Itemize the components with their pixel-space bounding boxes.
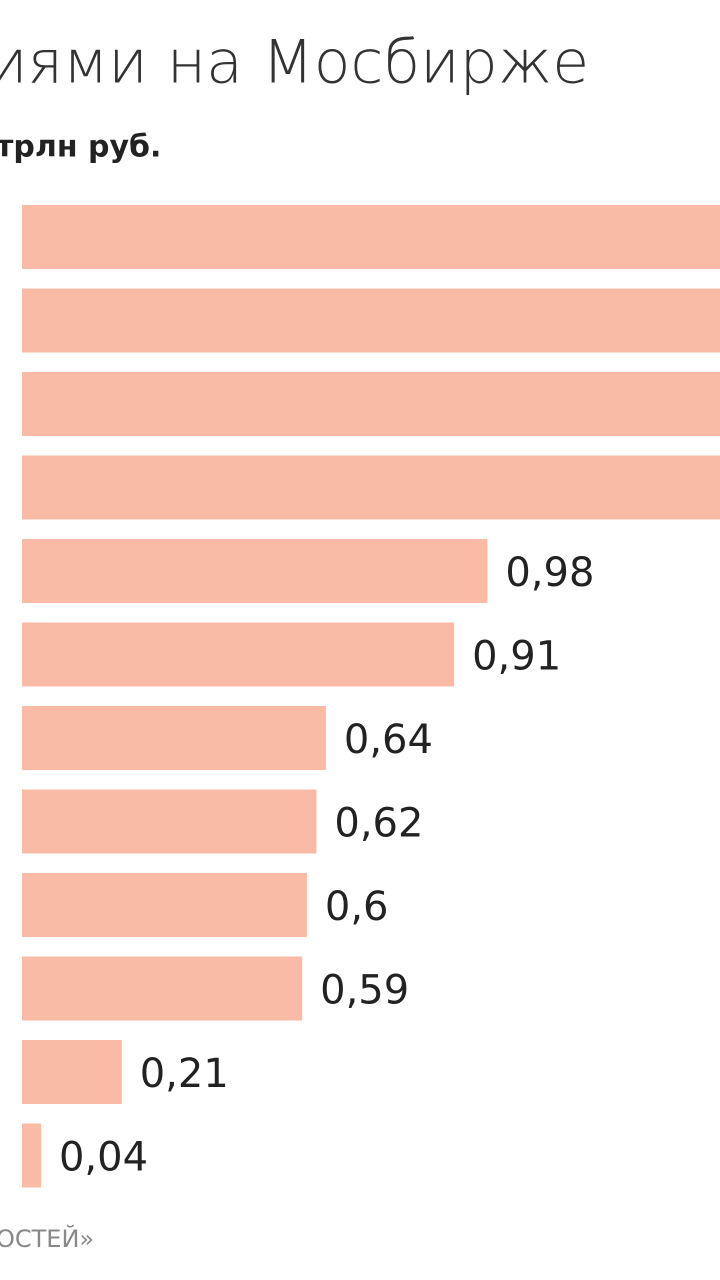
- bar: [22, 372, 720, 436]
- bar: [22, 789, 317, 854]
- value-label: 0,21: [140, 1051, 229, 1097]
- value-label: 0,6: [325, 884, 389, 930]
- value-label: 0,64: [344, 717, 433, 763]
- chart-title: иями на Мосбирже: [0, 28, 589, 98]
- bar: [22, 706, 326, 770]
- bar: [22, 873, 307, 937]
- value-label: 0,59: [320, 968, 409, 1014]
- bar: [22, 1040, 122, 1104]
- value-label: 0,62: [334, 801, 423, 847]
- value-label: 0,98: [505, 550, 594, 596]
- bar: [22, 539, 488, 603]
- chart-subtitle: трлн руб.: [0, 130, 161, 165]
- source: ОСТЕЙ»: [0, 1224, 94, 1253]
- bar: [22, 622, 455, 687]
- value-label: 0,91: [472, 634, 561, 680]
- value-label: 0,04: [59, 1135, 148, 1181]
- bar: [22, 1123, 41, 1188]
- bar: [22, 455, 720, 520]
- bar: [22, 956, 303, 1021]
- bar: [22, 205, 720, 269]
- bar: [22, 288, 720, 353]
